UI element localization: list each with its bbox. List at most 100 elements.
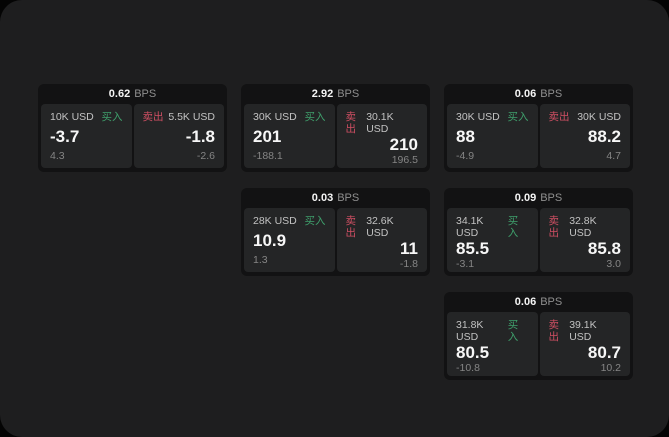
sell-notional-size: 30.1K USD [366, 111, 394, 135]
buy-side-label: 买入 [507, 111, 529, 123]
buy-price-value: 80.5 [456, 343, 490, 362]
sell-meta-row: 卖出 32.6K USD [346, 215, 419, 239]
buy-delta-value: -188.1 [253, 150, 283, 162]
buy-panel[interactable]: 10K USD 买入 -3.7 4.3 [41, 104, 132, 168]
bps-value: 0.03 [311, 192, 334, 204]
buy-notional-size: 34.1K USD [456, 215, 484, 239]
buy-delta-value: -4.9 [456, 150, 475, 162]
sell-side-label: 卖出 [345, 111, 357, 135]
sell-panel[interactable]: 卖出 30.1K USD 210 196.5 [336, 104, 427, 168]
sell-side-label: 卖出 [142, 111, 164, 123]
buy-price-value: 88 [456, 127, 475, 146]
bps-header: 0.09 BPS [447, 188, 630, 208]
buy-meta-row: 30K USD 买入 [253, 111, 326, 123]
buy-meta-row: 28K USD 买入 [253, 215, 326, 227]
buy-price-value: -3.7 [50, 127, 80, 146]
sell-meta-row: 卖出 39.1K USD [549, 319, 622, 343]
sell-price-value: 210 [389, 135, 418, 154]
quote-card: 2.92 BPS 30K USD 买入 201 -188.1 卖出 30.1K … [241, 84, 430, 172]
sell-notional-size: 5.5K USD [168, 111, 215, 123]
bps-unit-label: BPS [134, 88, 157, 100]
bps-value: 0.06 [514, 88, 537, 100]
bps-unit-label: BPS [540, 296, 563, 308]
buy-price-value: 201 [253, 127, 282, 146]
bps-unit-label: BPS [337, 192, 360, 204]
quote-card: 0.03 BPS 28K USD 买入 10.9 1.3 卖出 32.6K US… [241, 188, 430, 276]
sell-notional-size: 39.1K USD [569, 319, 597, 343]
sell-delta-value: 3.0 [606, 258, 621, 270]
sell-panel[interactable]: 卖出 5.5K USD -1.8 -2.6 [133, 104, 224, 168]
sell-delta-value: 10.2 [600, 362, 621, 374]
buy-panel[interactable]: 31.8K USD 买入 80.5 -10.8 [447, 312, 538, 376]
quote-card: 0.06 BPS 31.8K USD 买入 80.5 -10.8 卖出 39.1… [444, 292, 633, 380]
bps-unit-label: BPS [540, 192, 563, 204]
quote-card: 0.06 BPS 30K USD 买入 88 -4.9 卖出 30K USD [444, 84, 633, 172]
quote-card: 0.62 BPS 10K USD 买入 -3.7 4.3 卖出 5.5K USD [38, 84, 227, 172]
side-panels: 30K USD 买入 201 -188.1 卖出 30.1K USD 210 1… [244, 104, 427, 168]
buy-price-value: 10.9 [253, 231, 287, 250]
buy-delta-value: 4.3 [50, 150, 65, 162]
sell-delta-value: -1.8 [399, 258, 418, 270]
buy-side-label: 买入 [507, 319, 519, 343]
bps-header: 0.06 BPS [447, 84, 630, 104]
bps-unit-label: BPS [540, 88, 563, 100]
buy-meta-row: 30K USD 买入 [456, 111, 529, 123]
buy-meta-row: 34.1K USD 买入 [456, 215, 529, 239]
buy-panel[interactable]: 28K USD 买入 10.9 1.3 [244, 208, 335, 272]
sell-meta-row: 卖出 5.5K USD [143, 111, 216, 123]
buy-notional-size: 10K USD [50, 111, 94, 123]
sell-panel[interactable]: 卖出 32.6K USD 11 -1.8 [336, 208, 427, 272]
sell-price-value: 88.2 [587, 127, 621, 146]
buy-delta-value: 1.3 [253, 254, 268, 266]
sell-delta-value: 196.5 [391, 154, 418, 166]
sell-side-label: 卖出 [548, 319, 560, 343]
sell-price-value: 11 [400, 239, 418, 258]
bps-header: 2.92 BPS [244, 84, 427, 104]
sell-panel[interactable]: 卖出 39.1K USD 80.7 10.2 [539, 312, 630, 376]
buy-notional-size: 28K USD [253, 215, 297, 227]
buy-side-label: 买入 [101, 111, 123, 123]
sell-side-label: 卖出 [548, 111, 570, 123]
bps-value: 2.92 [311, 88, 334, 100]
quote-card: 0.09 BPS 34.1K USD 买入 85.5 -3.1 卖出 32.8K… [444, 188, 633, 276]
bps-value: 0.62 [108, 88, 131, 100]
buy-panel[interactable]: 30K USD 买入 88 -4.9 [447, 104, 538, 168]
sell-notional-size: 30K USD [577, 111, 621, 123]
buy-panel[interactable]: 30K USD 买入 201 -188.1 [244, 104, 335, 168]
sell-notional-size: 32.8K USD [569, 215, 597, 239]
bps-value: 0.06 [514, 296, 537, 308]
sell-delta-value: -2.6 [196, 150, 215, 162]
sell-meta-row: 卖出 30.1K USD [346, 111, 419, 135]
sell-price-value: 80.7 [587, 343, 621, 362]
buy-delta-value: -3.1 [456, 258, 475, 270]
sell-price-value: 85.8 [587, 239, 621, 258]
buy-side-label: 买入 [304, 215, 326, 227]
quote-board: 0.62 BPS 10K USD 买入 -3.7 4.3 卖出 5.5K USD [38, 84, 633, 380]
bps-value: 0.09 [514, 192, 537, 204]
sell-meta-row: 卖出 32.8K USD [549, 215, 622, 239]
buy-price-value: 85.5 [456, 239, 490, 258]
buy-notional-size: 31.8K USD [456, 319, 484, 343]
sell-panel[interactable]: 卖出 32.8K USD 85.8 3.0 [539, 208, 630, 272]
buy-delta-value: -10.8 [456, 362, 480, 374]
side-panels: 34.1K USD 买入 85.5 -3.1 卖出 32.8K USD 85.8… [447, 208, 630, 272]
sell-side-label: 卖出 [548, 215, 560, 239]
sell-panel[interactable]: 卖出 30K USD 88.2 4.7 [539, 104, 630, 168]
sell-side-label: 卖出 [345, 215, 357, 239]
sell-notional-size: 32.6K USD [366, 215, 394, 239]
bps-unit-label: BPS [337, 88, 360, 100]
bps-header: 0.62 BPS [41, 84, 224, 104]
sell-delta-value: 4.7 [606, 150, 621, 162]
buy-panel[interactable]: 34.1K USD 买入 85.5 -3.1 [447, 208, 538, 272]
buy-notional-size: 30K USD [456, 111, 500, 123]
side-panels: 30K USD 买入 88 -4.9 卖出 30K USD 88.2 4.7 [447, 104, 630, 168]
side-panels: 31.8K USD 买入 80.5 -10.8 卖出 39.1K USD 80.… [447, 312, 630, 376]
side-panels: 28K USD 买入 10.9 1.3 卖出 32.6K USD 11 -1.8 [244, 208, 427, 272]
buy-meta-row: 10K USD 买入 [50, 111, 123, 123]
buy-side-label: 买入 [507, 215, 519, 239]
sell-price-value: -1.8 [185, 127, 215, 146]
buy-notional-size: 30K USD [253, 111, 297, 123]
sell-meta-row: 卖出 30K USD [549, 111, 622, 123]
side-panels: 10K USD 买入 -3.7 4.3 卖出 5.5K USD -1.8 -2.… [41, 104, 224, 168]
